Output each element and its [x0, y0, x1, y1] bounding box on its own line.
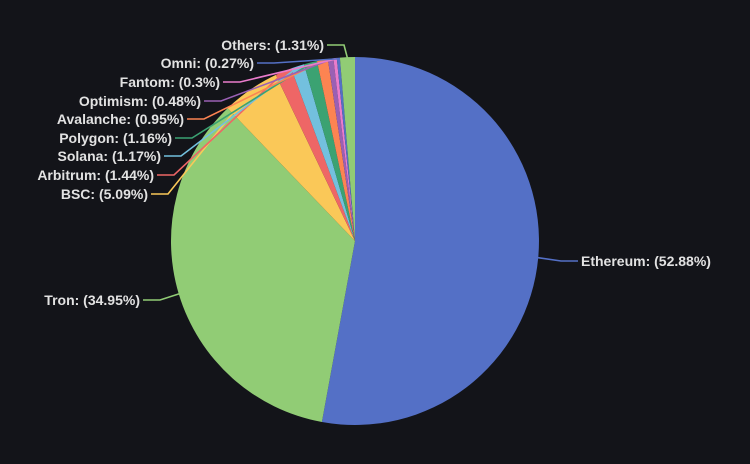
- pie-slice-fantom[interactable]: [333, 57, 355, 241]
- label-leader-line-optimism: [204, 58, 331, 102]
- slice-label-avalanche: Avalanche: (0.95%): [57, 111, 184, 127]
- pie-slice-avalanche[interactable]: [317, 59, 355, 241]
- label-leader-line-bsc: [151, 89, 252, 195]
- label-leader-line-polygon: [175, 62, 312, 139]
- pie-slice-tron[interactable]: [170, 108, 355, 422]
- pie-slice-bsc[interactable]: [227, 74, 355, 241]
- slice-label-omni: Omni: (0.27%): [161, 55, 254, 71]
- slice-label-polygon: Polygon: (1.16%): [59, 130, 172, 146]
- slice-label-ethereum: Ethereum: (52.88%): [581, 253, 711, 269]
- slice-label-arbitrum: Arbitrum: (1.44%): [37, 167, 154, 183]
- slice-label-solana: Solana: (1.17%): [58, 148, 161, 164]
- pie-slice-omni[interactable]: [336, 57, 355, 242]
- slice-label-bsc: BSC: (5.09%): [61, 186, 148, 202]
- slice-label-tron: Tron: (34.95%): [44, 292, 140, 308]
- label-leader-line-avalanche: [187, 60, 323, 120]
- label-leader-line-omni: [257, 57, 339, 64]
- label-leader-line-tron: [143, 292, 180, 301]
- pie-slice-solana[interactable]: [291, 64, 355, 242]
- pie-slice-others[interactable]: [339, 56, 355, 241]
- slice-label-fantom: Fantom: (0.3%): [120, 74, 220, 90]
- pie-slice-ethereum[interactable]: [321, 57, 539, 425]
- pie-slice-optimism[interactable]: [327, 58, 355, 241]
- label-leader-line-fantom: [223, 58, 336, 83]
- pie-slice-arbitrum[interactable]: [275, 68, 355, 242]
- slice-label-others: Others: (1.31%): [221, 37, 324, 53]
- slice-label-optimism: Optimism: (0.48%): [79, 93, 201, 109]
- label-leader-line-ethereum: [537, 256, 578, 262]
- pie-slice-polygon[interactable]: [304, 60, 355, 242]
- label-leader-line-others: [327, 44, 349, 59]
